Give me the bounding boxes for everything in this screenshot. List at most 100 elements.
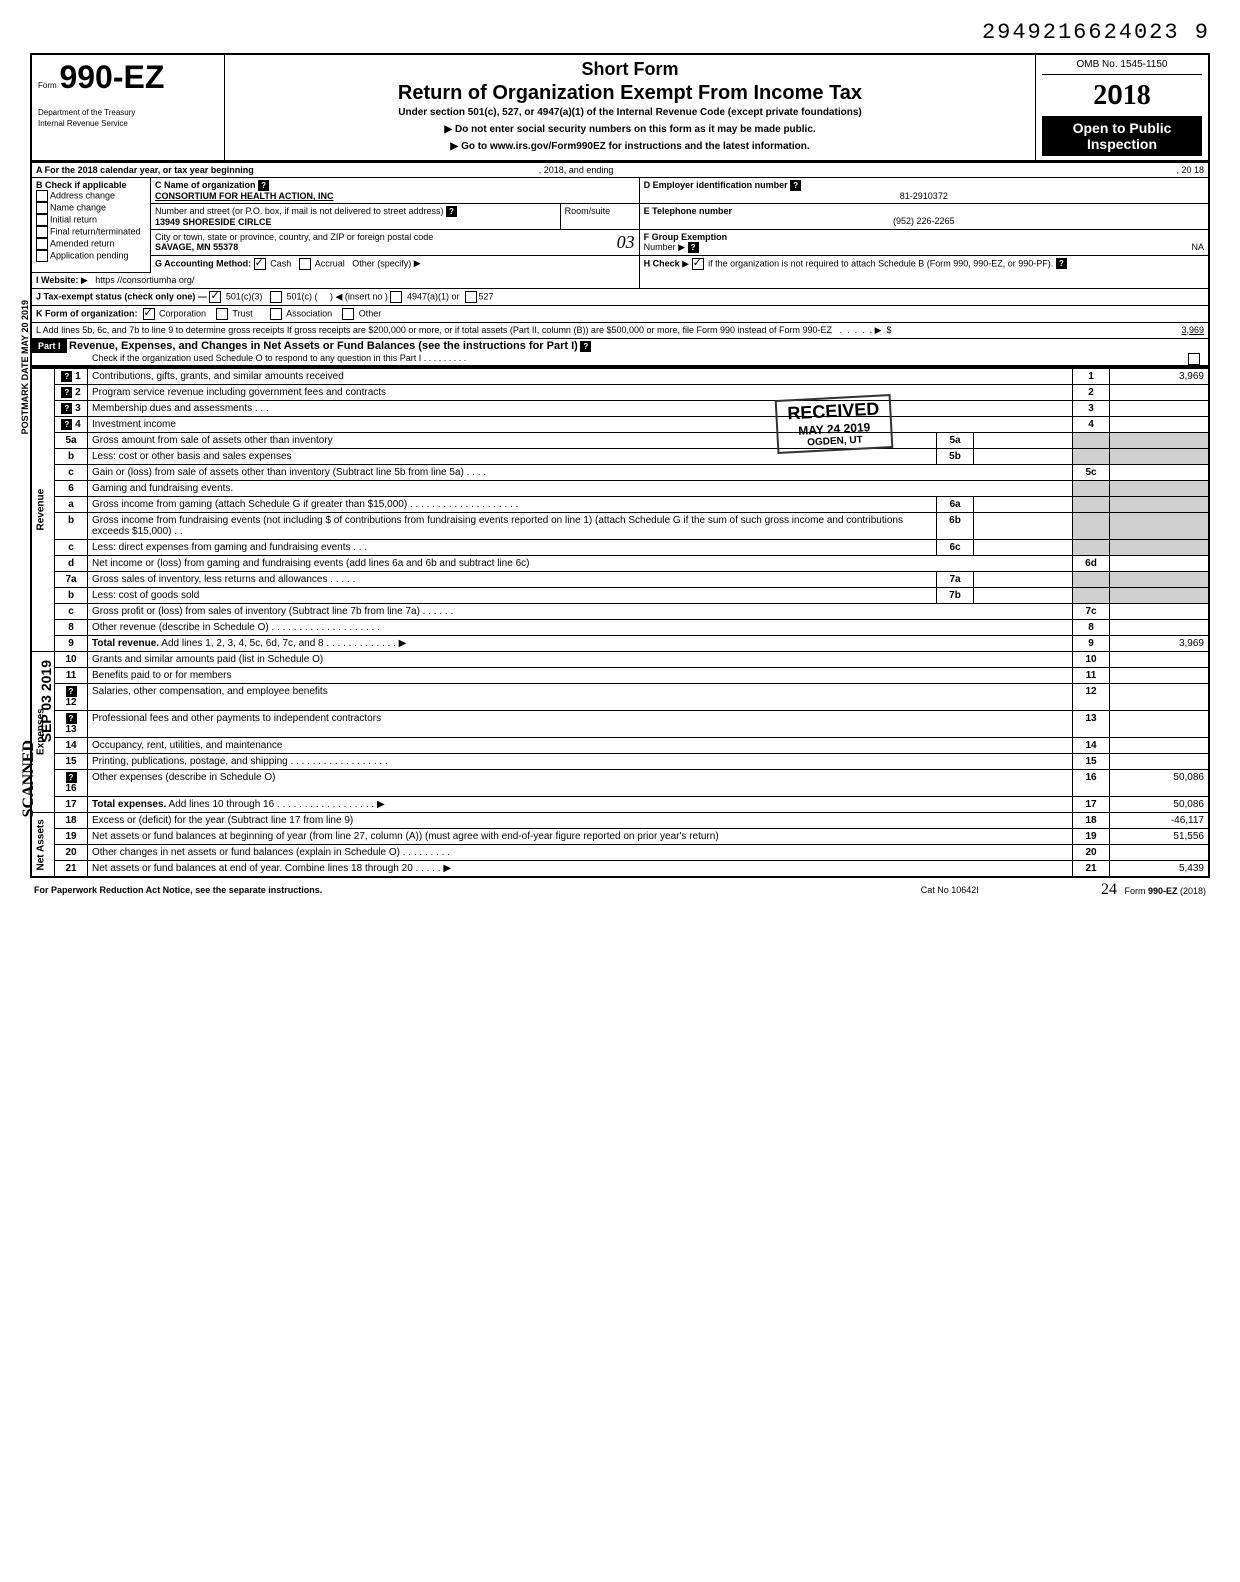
- line-row: ? 4Investment income4: [31, 416, 1209, 432]
- help-icon[interactable]: ?: [446, 206, 457, 217]
- help-icon[interactable]: ?: [258, 180, 269, 191]
- help-icon[interactable]: ?: [66, 772, 77, 783]
- lbl-501c: 501(c) (: [286, 291, 317, 301]
- help-icon[interactable]: ?: [61, 419, 72, 430]
- line-row: 8Other revenue (describe in Schedule O) …: [31, 619, 1209, 635]
- section-d-label: D Employer identification number: [644, 180, 788, 190]
- line-amount: [1110, 710, 1210, 737]
- omb-number: OMB No. 1545-1150: [1042, 59, 1202, 75]
- help-icon[interactable]: ?: [688, 242, 699, 253]
- line-amount: [1110, 683, 1210, 710]
- section-g-label: G Accounting Method:: [155, 258, 251, 268]
- line-col-num: 6d: [1073, 555, 1110, 571]
- form-prefix: Form: [38, 81, 57, 90]
- line-col-num: 16: [1073, 769, 1110, 796]
- check-address[interactable]: [36, 190, 48, 202]
- lbl-cash: Cash: [270, 258, 291, 268]
- section-c-label: C Name of organization: [155, 180, 256, 190]
- line-col-num: 8: [1073, 619, 1110, 635]
- line-amount: [1110, 651, 1210, 667]
- line-row: 7aGross sales of inventory, less returns…: [31, 571, 1209, 587]
- lbl-assoc: Association: [286, 308, 332, 318]
- line-amount: [1110, 737, 1210, 753]
- line-text: Gaming and fundraising events.: [88, 480, 1073, 496]
- check-501c[interactable]: [270, 291, 282, 303]
- section-f-label: F Group Exemption: [644, 232, 728, 242]
- side-label-net: Net Assets: [31, 812, 55, 877]
- footer-mid: Cat No 10642I: [858, 878, 1043, 902]
- line-amount: [1110, 844, 1210, 860]
- check-527[interactable]: [465, 291, 477, 303]
- sub-line-amt: [974, 571, 1073, 587]
- line-row: Expenses10Grants and similar amounts pai…: [31, 651, 1209, 667]
- postmark-stamp: POSTMARK DATE MAY 20 2019: [20, 300, 30, 434]
- side-label-rev: Revenue: [31, 368, 55, 652]
- help-icon[interactable]: ?: [66, 713, 77, 724]
- check-name[interactable]: [36, 202, 48, 214]
- lbl-amended: Amended return: [50, 238, 115, 248]
- check-cash[interactable]: [254, 258, 266, 270]
- check-amended[interactable]: [36, 238, 48, 250]
- help-icon[interactable]: ?: [580, 341, 591, 352]
- part1-check-text: Check if the organization used Schedule …: [92, 353, 421, 363]
- check-4947[interactable]: [390, 291, 402, 303]
- help-icon[interactable]: ?: [1056, 258, 1067, 269]
- line-col-num: 4: [1073, 416, 1110, 432]
- line-text: Gross income from gaming (attach Schedul…: [88, 496, 937, 512]
- line-col-num: 9: [1073, 635, 1110, 651]
- check-501c3[interactable]: [209, 291, 221, 303]
- section-a-end: , 20 18: [1176, 165, 1204, 175]
- line-row: ? 13Professional fees and other payments…: [31, 710, 1209, 737]
- line-col-num: 1: [1073, 368, 1110, 385]
- help-icon[interactable]: ?: [66, 686, 77, 697]
- open-public-2: Inspection: [1044, 136, 1200, 152]
- section-b-title: B Check if applicable: [36, 180, 146, 190]
- line-col-num: 5c: [1073, 464, 1110, 480]
- help-icon[interactable]: ?: [790, 180, 801, 191]
- line-row: cGain or (loss) from sale of assets othe…: [31, 464, 1209, 480]
- short-form-title: Short Form: [231, 59, 1029, 80]
- line-amount: 50,086: [1110, 769, 1210, 796]
- check-assoc[interactable]: [270, 308, 282, 320]
- help-icon[interactable]: ?: [61, 387, 72, 398]
- line-number: 6: [55, 480, 88, 496]
- dept-treasury: Department of the Treasury: [38, 108, 135, 117]
- line-row: 6Gaming and fundraising events.: [31, 480, 1209, 496]
- line-number: ? 12: [55, 683, 88, 710]
- line-row: aGross income from gaming (attach Schedu…: [31, 496, 1209, 512]
- line-col-num: 17: [1073, 796, 1110, 812]
- check-final[interactable]: [36, 226, 48, 238]
- line-amount: -46,117: [1110, 812, 1210, 828]
- check-schedule-o[interactable]: [1188, 353, 1200, 365]
- check-corp[interactable]: [143, 308, 155, 320]
- line-number: 15: [55, 753, 88, 769]
- line-text: Less: cost of goods sold: [88, 587, 937, 603]
- lbl-initial: Initial return: [50, 214, 97, 224]
- line-number: d: [55, 555, 88, 571]
- line-number: 19: [55, 828, 88, 844]
- help-icon[interactable]: ?: [61, 403, 72, 414]
- check-initial[interactable]: [36, 214, 48, 226]
- line-col-num: 18: [1073, 812, 1110, 828]
- help-icon[interactable]: ?: [61, 371, 72, 382]
- room-label: Room/suite: [565, 206, 611, 216]
- section-f-label2: Number: [644, 242, 676, 252]
- check-other-org[interactable]: [342, 308, 354, 320]
- check-accrual[interactable]: [299, 258, 311, 270]
- line-number: 7a: [55, 571, 88, 587]
- shaded-cell: [1110, 448, 1210, 464]
- line-row: 20Other changes in net assets or fund ba…: [31, 844, 1209, 860]
- line-amount: 3,969: [1110, 635, 1210, 651]
- form-header: Form 990-EZ Department of the Treasury I…: [30, 53, 1210, 162]
- tax-year: 20201818: [1042, 79, 1202, 112]
- check-pending[interactable]: [36, 250, 48, 262]
- line-text: Gross sales of inventory, less returns a…: [88, 571, 937, 587]
- check-schedule-b[interactable]: [692, 258, 704, 270]
- line-text: Membership dues and assessments . . .REC…: [88, 400, 1073, 416]
- shaded-cell: [1073, 432, 1110, 448]
- footer-left: For Paperwork Reduction Act Notice, see …: [34, 885, 322, 895]
- line-number: 8: [55, 619, 88, 635]
- shaded-cell: [1073, 587, 1110, 603]
- check-trust[interactable]: [216, 308, 228, 320]
- irs-label: Internal Revenue Service: [38, 119, 128, 128]
